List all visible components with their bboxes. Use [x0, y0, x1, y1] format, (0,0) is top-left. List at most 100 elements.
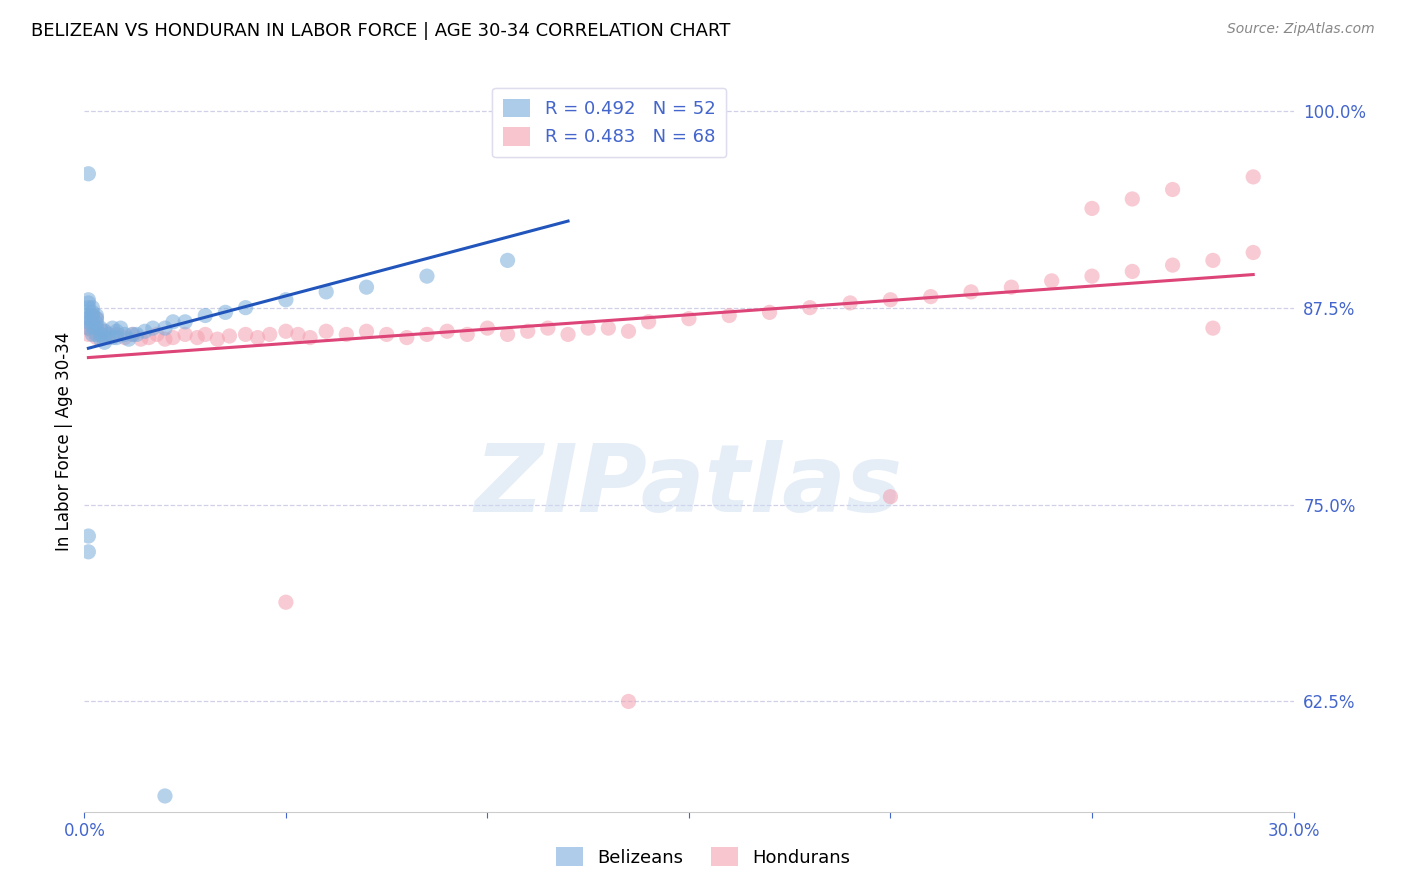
Point [77, 301, 100, 315]
Point [207, 332, 229, 346]
Point [138, 330, 160, 344]
Point [799, 301, 821, 315]
Point [287, 327, 309, 342]
Point [1081, 269, 1104, 284]
Point [537, 321, 560, 335]
Point [1241, 169, 1264, 184]
Point [86, 317, 108, 331]
Point [77, 167, 100, 181]
Point [121, 327, 143, 342]
Point [89, 327, 111, 342]
Point [121, 327, 143, 342]
Point [162, 315, 184, 329]
Text: BELIZEAN VS HONDURAN IN LABOR FORCE | AGE 30-34 CORRELATION CHART: BELIZEAN VS HONDURAN IN LABOR FORCE | AG… [31, 22, 730, 40]
Point [557, 103, 579, 118]
Point [77, 311, 100, 326]
Point [105, 330, 128, 344]
Point [82, 305, 104, 319]
Point [839, 296, 862, 310]
Point [153, 789, 176, 803]
Point [82, 309, 104, 323]
Point [1081, 202, 1104, 216]
Point [153, 332, 176, 346]
Point [356, 280, 378, 294]
Point [186, 330, 208, 344]
Point [576, 321, 599, 335]
Point [129, 332, 152, 346]
Point [114, 327, 136, 342]
Point [598, 321, 620, 335]
Point [758, 305, 780, 319]
Point [82, 315, 104, 329]
Point [118, 332, 141, 346]
Point [93, 330, 115, 344]
Point [557, 327, 579, 342]
Point [218, 329, 240, 343]
Point [97, 330, 120, 344]
Point [375, 327, 398, 342]
Point [678, 311, 700, 326]
Point [395, 330, 418, 344]
Point [77, 321, 100, 335]
Point [86, 311, 108, 326]
Point [920, 290, 942, 304]
Point [1202, 253, 1225, 268]
Point [134, 324, 156, 338]
Point [77, 293, 100, 307]
Point [1161, 182, 1184, 196]
Point [93, 324, 115, 338]
Point [315, 324, 337, 338]
Point [436, 324, 458, 338]
Point [274, 595, 297, 609]
Legend: R = 0.492   N = 52, R = 0.483   N = 68: R = 0.492 N = 52, R = 0.483 N = 68 [492, 87, 727, 157]
Point [77, 296, 100, 310]
Point [77, 529, 100, 543]
Point [174, 327, 197, 342]
Point [89, 321, 111, 335]
Point [77, 315, 100, 329]
Point [86, 311, 108, 326]
Point [960, 285, 983, 299]
Point [174, 315, 197, 329]
Point [259, 327, 281, 342]
Point [89, 332, 111, 346]
Point [1241, 245, 1264, 260]
Point [93, 335, 115, 350]
Point [142, 321, 165, 335]
Point [194, 309, 217, 323]
Point [105, 324, 128, 338]
Point [89, 327, 111, 342]
Point [335, 327, 357, 342]
Point [477, 321, 499, 335]
Point [516, 324, 538, 338]
Point [153, 321, 176, 335]
Point [82, 324, 104, 338]
Point [101, 330, 124, 344]
Point [274, 293, 297, 307]
Point [77, 327, 100, 342]
Point [77, 545, 100, 559]
Point [416, 269, 439, 284]
Point [637, 315, 659, 329]
Point [77, 321, 100, 335]
Point [93, 324, 115, 338]
Point [86, 330, 108, 344]
Point [146, 327, 169, 342]
Point [879, 293, 901, 307]
Point [194, 327, 217, 342]
Point [617, 324, 640, 338]
Point [82, 327, 104, 342]
Point [718, 309, 741, 323]
Point [617, 694, 640, 708]
Point [125, 327, 148, 342]
Point [246, 330, 269, 344]
Point [97, 327, 120, 342]
Point [77, 309, 100, 323]
Point [82, 309, 104, 323]
Point [162, 330, 184, 344]
Point [496, 327, 519, 342]
Point [879, 490, 901, 504]
Point [235, 327, 257, 342]
Point [274, 324, 297, 338]
Point [101, 321, 124, 335]
